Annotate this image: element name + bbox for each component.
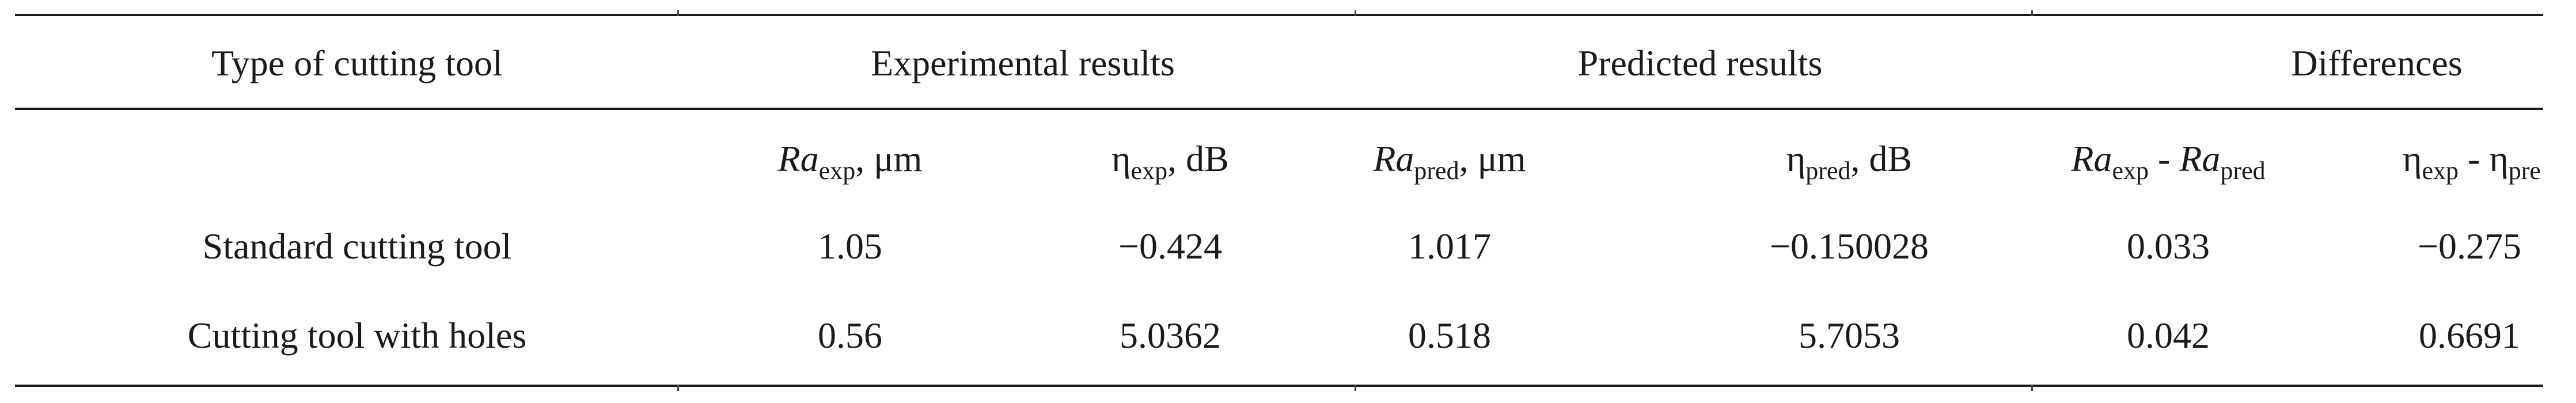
cell-eta-difference: −0.275 (2417, 226, 2522, 267)
column-tick (2031, 10, 2033, 16)
minus-sign: - (2459, 138, 2490, 179)
cell-ra-exp: 0.56 (818, 315, 882, 356)
subheader-eta-exp: ηexp, dB (1111, 138, 1229, 184)
ra-symbol: Ra (777, 138, 819, 179)
pred-subscript: pre (2508, 157, 2541, 185)
exp-subscript: exp (2422, 157, 2459, 185)
eta-symbol: η (2403, 138, 2422, 179)
table-header-rule (15, 108, 2543, 110)
table-bottom-rule (15, 385, 2543, 387)
subheader-ra-difference: Raexp - Rapred (2071, 138, 2265, 184)
subheader-ra-pred: Rapred, μm (1373, 138, 1526, 184)
table-top-rule (15, 14, 2543, 16)
cell-ra-difference: 0.033 (2127, 226, 2210, 267)
cell-eta-pred: 5.7053 (1799, 315, 1900, 356)
column-tick (2031, 385, 2033, 391)
row-holes-type: Cutting tool with holes (187, 315, 527, 356)
exp-subscript: exp (1130, 157, 1168, 185)
exp-subscript: exp (818, 157, 856, 185)
exp-subscript: exp (2112, 157, 2149, 185)
subheader-ra-exp: Raexp, μm (777, 138, 923, 184)
cell-ra-pred: 1.017 (1408, 226, 1491, 267)
unit-label: , μm (1459, 138, 1526, 179)
pred-subscript: pred (2220, 157, 2266, 185)
subheader-eta-pred: ηpred, dB (1786, 138, 1913, 184)
unit-label: , dB (1850, 138, 1913, 179)
cell-eta-pred: −0.150028 (1769, 226, 1929, 267)
header-predicted-results: Predicted results (1577, 43, 1823, 83)
subheader-eta-difference: ηexp - ηpre (2403, 140, 2576, 184)
pred-subscript: pred (1414, 157, 1459, 185)
cell-ra-difference: 0.042 (2127, 315, 2210, 356)
cell-eta-exp: −0.424 (1118, 226, 1223, 267)
ra-symbol: Ra (1373, 138, 1414, 179)
cell-eta-difference: 0.6691 (2419, 315, 2520, 356)
cell-ra-pred: 0.518 (1408, 315, 1491, 356)
cell-ra-exp: 1.05 (818, 226, 882, 267)
ra-symbol: Ra (2071, 138, 2112, 179)
eta-symbol: η (1786, 138, 1806, 179)
header-type-of-cutting-tool: Type of cutting tool (211, 43, 503, 83)
column-tick (1355, 10, 1356, 16)
unit-label: , μm (855, 138, 923, 179)
eta-symbol: η (2489, 138, 2509, 179)
pred-subscript: pred (1805, 157, 1851, 185)
header-experimental-results: Experimental results (871, 43, 1175, 83)
ra-symbol: Ra (2179, 138, 2221, 179)
row-standard-type: Standard cutting tool (202, 226, 512, 267)
cell-eta-exp: 5.0362 (1120, 315, 1221, 356)
header-differences: Differences (2291, 43, 2463, 83)
eta-symbol: η (1111, 138, 1131, 179)
column-tick (677, 385, 679, 391)
column-tick (677, 10, 679, 16)
column-tick (1355, 385, 1356, 391)
minus-sign: - (2149, 138, 2180, 179)
unit-label: , dB (1167, 138, 1229, 179)
